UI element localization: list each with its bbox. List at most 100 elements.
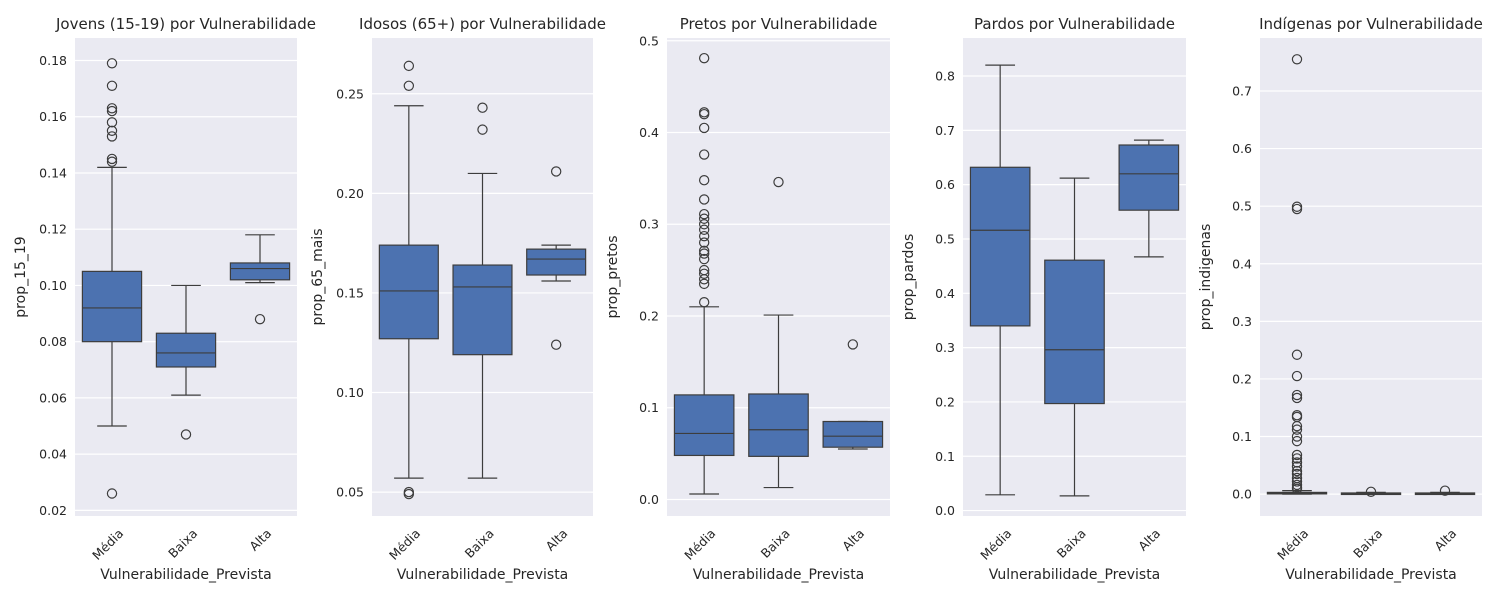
outlier-point (477, 102, 488, 113)
outlier-point (1291, 203, 1303, 215)
outlier-point (106, 58, 118, 69)
outlier-point (698, 52, 710, 64)
iqr-box (452, 264, 513, 356)
outlier-point (1365, 486, 1377, 498)
y-tick-label: 0.20 (336, 186, 364, 201)
outlier-point (698, 278, 710, 290)
x-tick-label: Baixa (462, 526, 497, 561)
outlier-point (106, 125, 118, 136)
x-tick-label: Alta (1135, 526, 1163, 554)
x-tick-label: Alta (839, 526, 867, 554)
y-tick-label: 0.3 (639, 217, 659, 232)
iqr-box (969, 166, 1031, 327)
y-tick-label: 0.1 (1232, 429, 1252, 444)
outlier-point (106, 131, 118, 142)
outlier-point (698, 108, 710, 120)
outlier-point (698, 248, 710, 259)
chart-title: Jovens (15-19) por Vulnerabilidade (55, 15, 316, 33)
outlier-point (106, 105, 118, 117)
y-tick-label: 0.6 (1232, 141, 1252, 156)
outlier-point (403, 80, 415, 92)
y-tick-label: 0.2 (1232, 371, 1252, 386)
outlier-point (1291, 420, 1303, 432)
outlier-point (698, 297, 710, 308)
y-tick-label: 0.12 (39, 222, 67, 237)
outlier-point (106, 153, 118, 165)
box-média (673, 52, 735, 495)
outlier-point (1291, 389, 1303, 401)
y-tick-label: 0.2 (639, 308, 659, 323)
iqr-box (155, 332, 217, 368)
iqr-box (378, 244, 439, 340)
outlier-point (698, 208, 710, 220)
outlier-point (403, 60, 415, 72)
subplot-3: 0.0 0.1 0.2 0.3 0.4 0.5 Média Baixa Alta Pretos p… (605, 15, 890, 583)
y-axis-label: prop_15_19 (13, 236, 29, 317)
x-tick-label: Alta (1431, 526, 1459, 554)
box-baixa (1340, 486, 1402, 498)
outlier-point (1291, 392, 1303, 404)
iqr-box (526, 248, 587, 276)
outlier-point (1291, 424, 1303, 435)
y-tick-label: 0.08 (39, 334, 67, 349)
y-tick-label: 0.05 (336, 485, 364, 500)
y-tick-label: 0.16 (39, 109, 67, 124)
y-tick-label: 0.25 (336, 86, 364, 101)
iqr-box (1044, 259, 1105, 405)
iqr-box (229, 262, 291, 281)
x-tick-label: Alta (542, 526, 570, 554)
x-axis-label: Vulnerabilidade_Prevista (989, 567, 1161, 583)
chart-title: Indígenas por Vulnerabilidade (1259, 15, 1483, 33)
chart-title: Idosos (65+) por Vulnerabilidade (359, 15, 606, 33)
y-tick-label: 0.06 (39, 390, 67, 405)
outlier-point (698, 224, 710, 235)
y-axis-label: prop_pretos (605, 235, 621, 318)
x-tick-label: Média (386, 526, 423, 563)
outlier-point (1291, 483, 1303, 495)
outlier-point (106, 80, 118, 92)
subplot-5: 0.0 0.1 0.2 0.3 0.4 0.5 0.6 0.7 Média Baixa Alta In… (1198, 15, 1483, 583)
x-tick-label: Baixa (758, 526, 793, 561)
y-axis-label: prop_pardos (901, 234, 917, 321)
box-alta (526, 166, 587, 350)
x-tick-label: Média (89, 526, 126, 563)
iqr-box (822, 420, 884, 448)
box-baixa (1044, 177, 1105, 497)
x-tick-label: Média (1274, 526, 1311, 563)
y-tick-label: 0.4 (935, 286, 955, 301)
outlier-point (1291, 435, 1303, 447)
x-tick-label: Baixa (1350, 526, 1385, 561)
outlier-point (477, 124, 488, 135)
box-alta (229, 234, 291, 325)
outlier-point (698, 194, 710, 205)
y-tick-label: 0.7 (935, 123, 955, 138)
box-alta (1118, 139, 1180, 258)
outlier-point (698, 213, 710, 224)
outlier-point (1291, 461, 1303, 472)
y-tick-label: 0.8 (935, 69, 955, 84)
box-baixa (452, 102, 513, 479)
outlier-point (180, 429, 192, 440)
y-tick-label: 0.6 (935, 177, 955, 192)
y-axis-label: prop_indigenas (1198, 224, 1214, 331)
outlier-point (106, 488, 118, 499)
x-axis-label: Vulnerabilidade_Prevista (1285, 567, 1457, 583)
x-axis-label: Vulnerabilidade_Prevista (100, 567, 272, 583)
y-tick-label: 0.5 (639, 33, 659, 48)
y-tick-label: 0.1 (639, 400, 659, 415)
x-tick-label: Baixa (1054, 526, 1089, 561)
iqr-box (1118, 144, 1180, 211)
y-tick-label: 0.02 (39, 503, 67, 518)
outlier-point (698, 253, 710, 265)
outlier-point (1439, 485, 1451, 496)
outlier-point (1291, 468, 1303, 480)
subplot-1: 0.02 0.04 0.06 0.08 0.10 0.12 0.14 0.16 0.18 Médi… (13, 15, 316, 583)
subplot-4: 0.0 0.1 0.2 0.3 0.4 0.5 0.6 0.7 0.8 Média Baixa Alt… (901, 15, 1186, 583)
y-tick-label: 0.18 (39, 53, 67, 68)
box-alta (822, 339, 884, 450)
box-baixa (155, 284, 217, 440)
subplot-2: 0.05 0.10 0.15 0.20 0.25 Média Baixa Alta Idosos… (310, 15, 606, 583)
y-tick-label: 0.1 (935, 449, 955, 464)
